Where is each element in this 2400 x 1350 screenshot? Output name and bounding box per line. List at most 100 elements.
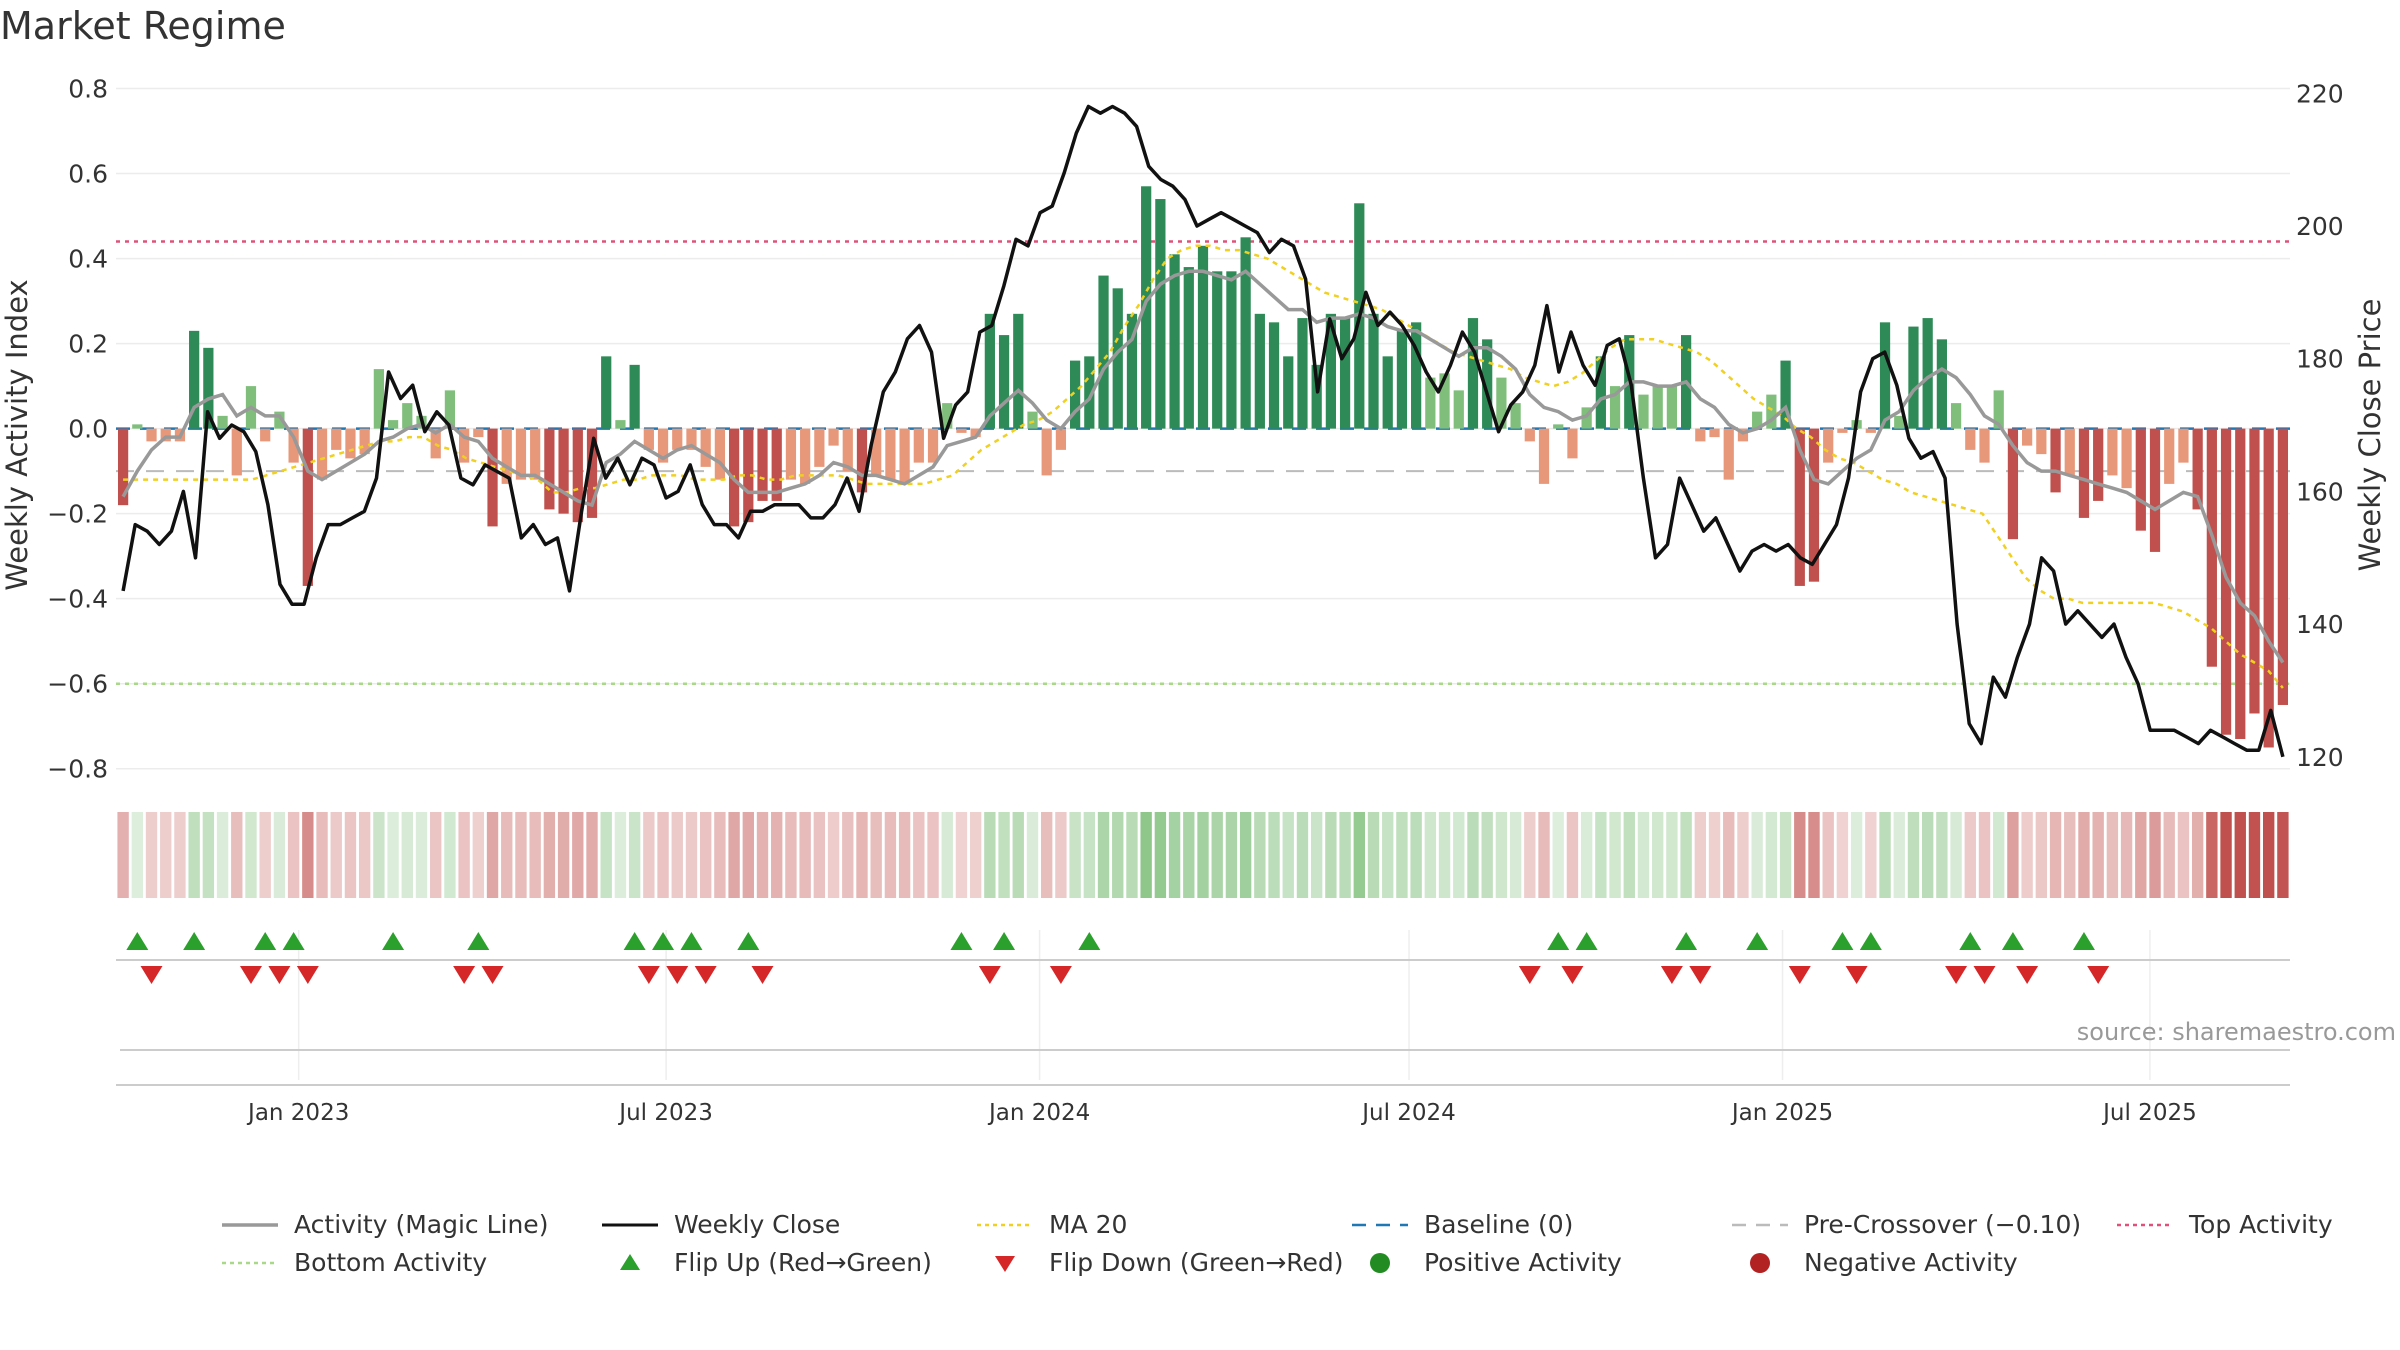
activity-bar — [217, 415, 228, 429]
flip-up-marker — [1746, 932, 1769, 950]
activity-bar — [1922, 318, 1933, 429]
regime-cell — [1723, 812, 1735, 898]
regime-cell — [1936, 812, 1948, 898]
activity-bar — [1908, 326, 1919, 429]
activity-bar — [1382, 356, 1393, 429]
regime-cell — [628, 812, 641, 898]
regime-cell — [1879, 812, 1891, 898]
regime-cell — [2234, 812, 2246, 898]
activity-bar — [885, 428, 896, 480]
activity-bar — [1865, 428, 1876, 433]
activity-bar — [203, 347, 214, 429]
legend-item-baseline: Baseline (0) — [1350, 1210, 1573, 1239]
regime-cell — [117, 812, 129, 898]
activity-bar — [771, 428, 782, 501]
regime-cell — [998, 812, 1010, 898]
regime-cell — [1140, 812, 1152, 898]
activity-bar — [1950, 403, 1962, 429]
activity-bar — [913, 428, 924, 463]
activity-bar — [1240, 237, 1251, 429]
flip-down-marker — [268, 966, 291, 984]
regime-cell — [1907, 812, 1920, 898]
regime-cell — [1822, 812, 1834, 898]
activity-bar — [800, 428, 811, 484]
left-tick-label: −0.8 — [47, 755, 108, 784]
legend-item-top: Top Activity — [2115, 1210, 2333, 1239]
axes: 0.8 0.6 0.4 0.2 0.0 −0.2 −0.4 −0.6 −0.8 220 200 180… — [0, 75, 2387, 1126]
activity-bar — [856, 428, 868, 493]
legend-label: Baseline (0) — [1424, 1210, 1574, 1239]
activity-bar — [2178, 428, 2189, 463]
regime-cell — [1339, 812, 1351, 898]
regime-cell — [1737, 812, 1749, 898]
left-tick-label: 0.8 — [68, 75, 108, 104]
regime-cell — [259, 812, 271, 898]
activity-bar — [2036, 428, 2047, 455]
regime-cell — [1026, 812, 1039, 898]
regime-cell — [245, 812, 257, 898]
regime-cell — [572, 812, 584, 898]
flip-up-marker — [282, 932, 305, 950]
regime-cell — [1666, 812, 1678, 898]
activity-bar — [1439, 373, 1450, 429]
activity-bar — [1070, 360, 1081, 429]
legend-item-ma20: MA 20 — [975, 1210, 1127, 1239]
regime-cell — [913, 812, 925, 898]
activity-bar — [2121, 428, 2132, 489]
regime-cell — [898, 812, 911, 898]
regime-cell — [1041, 812, 1053, 898]
regime-cell — [799, 812, 811, 898]
activity-bar — [572, 428, 583, 523]
activity-bar — [743, 428, 754, 523]
regime-cell — [1836, 812, 1849, 898]
regime-cell — [671, 812, 683, 898]
left-tick-label: −0.6 — [47, 670, 108, 699]
flip-down-marker — [481, 966, 504, 984]
red-triangle-down-icon — [975, 1251, 1035, 1275]
activity-bar — [1055, 428, 1067, 450]
regime-cell — [174, 812, 186, 898]
activity-bar — [2050, 428, 2061, 493]
regime-cell — [2220, 812, 2232, 898]
regime-cell — [2120, 812, 2133, 898]
activity-bar — [2107, 428, 2118, 476]
flip-up-marker — [1547, 932, 1570, 950]
activity-bar — [1197, 245, 1209, 429]
weekly-close-line — [121, 104, 2285, 758]
regime-cell — [771, 812, 783, 898]
activity-bar — [1780, 360, 1791, 429]
activity-bar — [2249, 428, 2260, 714]
activity-bar — [1112, 288, 1123, 429]
regime-cell — [557, 812, 570, 898]
activity-bar — [1126, 313, 1138, 429]
activity-bar — [2093, 428, 2104, 501]
regime-cell — [685, 812, 698, 898]
activity-bar — [1538, 428, 1550, 484]
activity-bar — [288, 428, 299, 463]
activity-magic-line — [121, 269, 2285, 664]
regime-cell — [216, 812, 229, 898]
activity-bar — [373, 369, 384, 429]
flip-down-marker — [1049, 966, 1072, 984]
activity-bar — [1581, 407, 1592, 429]
regime-cell — [1296, 812, 1309, 898]
series-lines — [121, 104, 2285, 758]
legend-label: Pre-Crossover (−0.10) — [1804, 1210, 2082, 1239]
regime-cell — [1580, 812, 1593, 898]
flip-up-marker — [950, 932, 973, 950]
regime-cell — [2263, 812, 2275, 898]
dashed-gray-line-icon — [1730, 1213, 1790, 1237]
activity-bar — [970, 428, 981, 438]
flip-up-marker — [126, 932, 149, 950]
dashed-blue-line-icon — [1350, 1213, 1410, 1237]
regime-cell — [1396, 812, 1408, 898]
activity-bar — [1524, 428, 1535, 442]
activity-bar — [1183, 267, 1194, 429]
legend-item-bottom: Bottom Activity — [220, 1248, 487, 1277]
regime-cell — [1609, 812, 1621, 898]
activity-bar — [1666, 386, 1678, 429]
regime-cell — [1694, 812, 1707, 898]
right-tick-label: 220 — [2296, 79, 2344, 108]
activity-bar — [459, 428, 470, 463]
flip-up-marker — [1575, 932, 1598, 950]
